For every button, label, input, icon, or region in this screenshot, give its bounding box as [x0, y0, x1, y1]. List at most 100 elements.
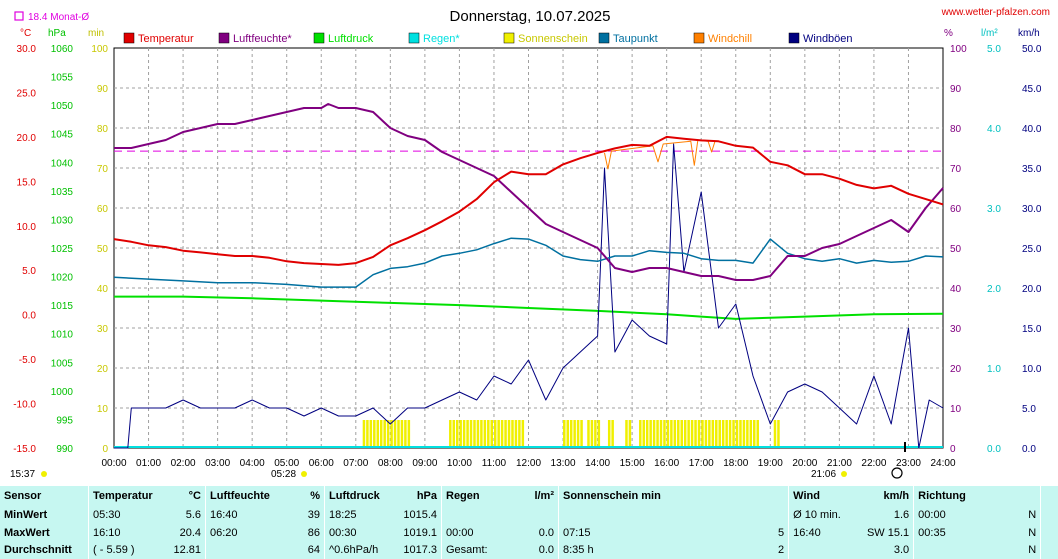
pressure-axis-tick: 1015 — [51, 301, 74, 312]
x-tick-label: 21:00 — [827, 458, 852, 469]
pressure-unit: hPa — [48, 28, 66, 39]
humidity-axis-tick: 10 — [950, 404, 962, 415]
min-hum: 39 — [307, 509, 320, 522]
sunshine-axis-tick: 60 — [97, 204, 109, 215]
avg-dir-time — [913, 541, 983, 559]
sunshine-bar — [656, 420, 659, 448]
wind-axis-tick: 40.0 — [1022, 124, 1042, 135]
x-tick-label: 20:00 — [792, 458, 817, 469]
x-tick-label: 00:00 — [101, 458, 126, 469]
max-wind-time: 16:40 — [788, 524, 858, 542]
x-tick-label: 03:00 — [205, 458, 230, 469]
temperature-line — [113, 135, 944, 266]
rain-axis-tick: 0.0 — [987, 444, 1001, 455]
min-press-time: 18:25 — [324, 506, 393, 525]
max-spacer — [1040, 524, 1058, 542]
sunshine-bar — [677, 420, 680, 448]
avg-temp: 12.81 — [173, 544, 201, 557]
legend-label: Luftfeuchte* — [233, 33, 292, 45]
sunshine-bar — [366, 420, 369, 448]
plot-area — [113, 103, 944, 452]
summary-row-avg: Durchschnitt ( - 5.59 ) 12.81 64 ^0.6hPa… — [0, 541, 1058, 559]
pressure-axis-tick: 990 — [56, 444, 73, 455]
pressure-line — [114, 295, 944, 320]
summary-header-row: Sensor Temperatur °C Luftfeuchte % Luftd… — [0, 486, 1058, 507]
max-rain: 0.0 — [538, 526, 554, 539]
humidity-line — [114, 103, 944, 281]
humidity-axis-tick: 40 — [950, 284, 962, 295]
temp-axis-tick: 25.0 — [17, 88, 37, 99]
max-hum: 86 — [307, 526, 320, 539]
sunshine-bar — [666, 420, 670, 448]
x-tick-label: 12:00 — [516, 458, 541, 469]
current-time: 15:37 — [10, 469, 35, 480]
max-press-time: 00:30 — [324, 524, 393, 542]
wind-axis-tick: 20.0 — [1022, 284, 1042, 295]
sunshine-bar — [407, 420, 411, 448]
avg-rain-time: Gesamt: — [441, 541, 510, 559]
min-dir-time: 00:00 — [913, 506, 983, 525]
pressure-axis-tick: 1060 — [51, 44, 74, 55]
x-tick-label: 10:00 — [447, 458, 472, 469]
humidity-axis-tick: 30 — [950, 324, 962, 335]
wind-axis-tick: 45.0 — [1022, 84, 1042, 95]
sunshine-bar — [383, 420, 386, 448]
sunshine-bar — [393, 420, 397, 448]
sunshine-bar — [735, 420, 739, 448]
sunshine-bar — [514, 420, 518, 448]
sunshine-bar — [777, 420, 780, 448]
sunshine-bar — [687, 420, 690, 448]
pressure-axis-tick: 1050 — [51, 101, 74, 112]
legend-swatch — [408, 32, 420, 44]
sunshine-bar — [487, 420, 490, 448]
avg-hum-time — [205, 541, 286, 559]
sunshine-bar — [459, 420, 462, 448]
legend-label: Regen* — [423, 33, 460, 45]
wind-axis-tick: 25.0 — [1022, 244, 1042, 255]
humidity-axis-tick: 100 — [950, 44, 967, 55]
sunshine-bar — [449, 420, 452, 448]
avg-hum: 64 — [307, 544, 320, 557]
sunshine-bar — [362, 420, 366, 448]
hdr-press: Luftdruck — [324, 486, 393, 507]
wind-axis-tick: 35.0 — [1022, 164, 1042, 175]
sunshine-bar — [379, 420, 383, 448]
hdr-hum-unit: % — [310, 490, 320, 503]
summary-table: Sensor Temperatur °C Luftfeuchte % Luftd… — [0, 486, 1058, 559]
pressure-axis-tick: 1005 — [51, 358, 74, 369]
site-link[interactable]: www.wetter-pfalzen.com — [941, 7, 1050, 18]
sunshine-bar — [611, 420, 614, 448]
sunshine-bar — [773, 420, 777, 448]
month-avg-label: 18.4 Monat-Ø — [28, 12, 89, 23]
legend-label: Windchill — [708, 33, 752, 45]
temp-axis-tick: 10.0 — [17, 222, 37, 233]
temp-axis-tick: 5.0 — [22, 266, 36, 277]
sunshine-bar — [715, 420, 718, 448]
min-spacer — [1040, 506, 1058, 525]
rain-axis-tick: 5.0 — [987, 44, 1001, 55]
humidity-axis-tick: 60 — [950, 204, 962, 215]
hdr-press-unit: hPa — [416, 490, 437, 503]
hdr-hum: Luftfeuchte — [205, 486, 286, 507]
min-sun — [726, 507, 789, 524]
hdr-sensor: Sensor — [4, 490, 42, 503]
wind-axis-tick: 5.0 — [1022, 404, 1036, 415]
humidity-axis-tick: 0 — [950, 444, 956, 455]
x-tick-label: 24:00 — [930, 458, 955, 469]
sunrise-time: 05:28 — [271, 469, 296, 480]
hdr-wind: Wind — [788, 486, 858, 507]
pressure-axis-tick: 995 — [56, 415, 73, 426]
temp-axis-tick: -5.0 — [19, 355, 37, 366]
sunshine-axis-tick: 80 — [97, 124, 109, 135]
sunshine-bar — [625, 420, 628, 448]
pressure-axis-tick: 1000 — [51, 387, 74, 398]
sunshine-bar — [476, 420, 480, 448]
sunset-icon — [841, 471, 847, 477]
hdr-rain-unit: l/m² — [534, 490, 554, 503]
avg-spacer — [1040, 541, 1058, 559]
sunshine-bar — [649, 420, 652, 448]
sunshine-bar — [639, 420, 642, 448]
x-tick-label: 02:00 — [171, 458, 196, 469]
legend-swatch — [693, 32, 705, 44]
legend-label: Sonnenschein — [518, 33, 588, 45]
